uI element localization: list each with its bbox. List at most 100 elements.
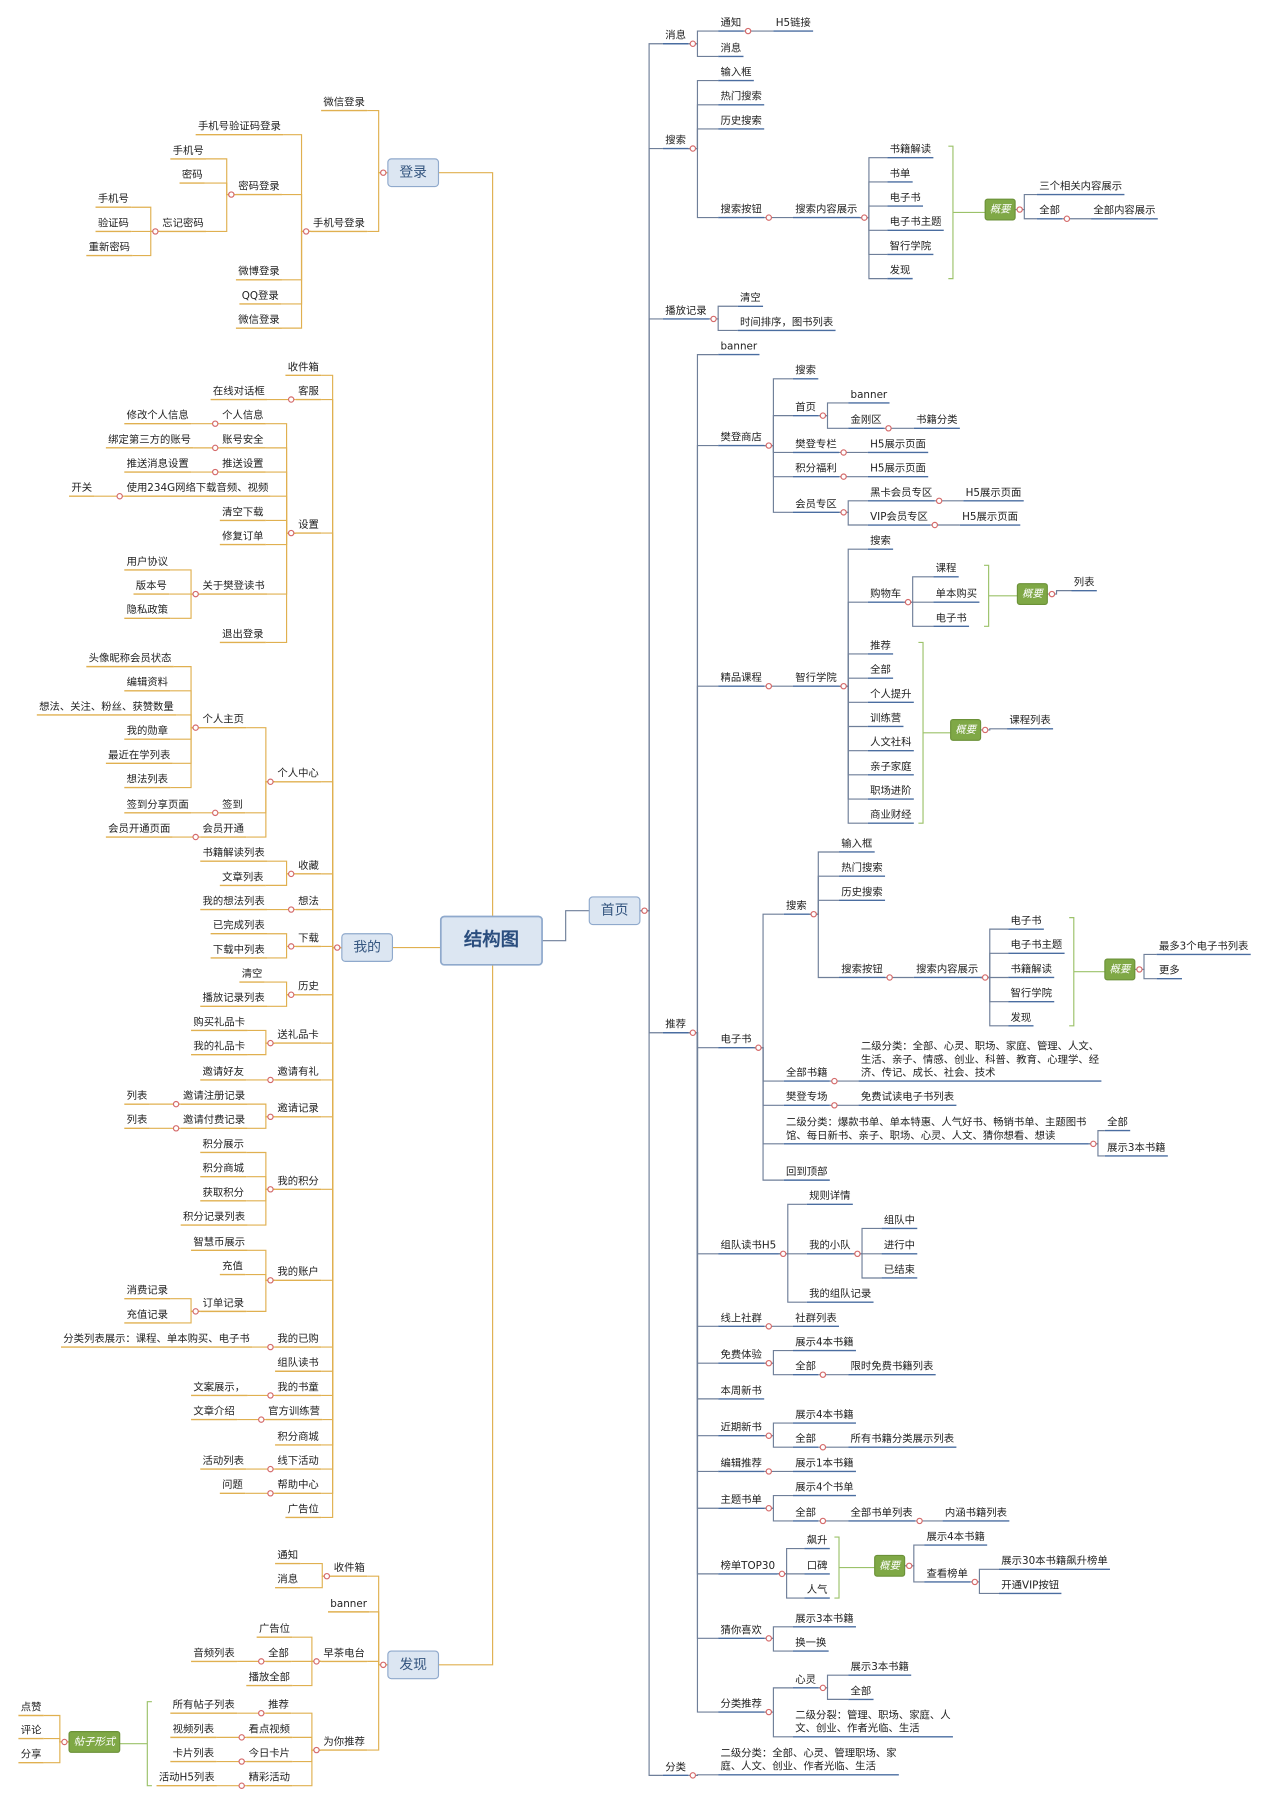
collapse-marker [287,870,295,878]
node-label: 更多 [1159,964,1180,977]
label-line: 训练营 [870,711,901,724]
connector [980,976,1009,1003]
label-line: 已完成列表 [213,919,265,932]
label-line: H5展示页面 [966,487,1022,499]
node-label: 内涵书籍列表 [945,1506,1008,1519]
label-line: 密码登录 [238,180,279,193]
label-line: 账号安全 [222,433,264,446]
connector [839,548,868,687]
node-label: 搜索按钮 [720,203,761,216]
node-label: 课程列表 [1009,714,1051,727]
label-line: 购物车 [870,587,901,600]
collapse-marker [840,449,847,456]
node-label: 书籍解读 [890,143,931,156]
collapse-marker [689,1772,697,1779]
connector [778,1253,807,1303]
connector [132,230,160,257]
label-line: 飙升 [807,1533,828,1546]
label-line: 樊登专场 [786,1090,827,1103]
node-label: 电子书 [720,1033,751,1046]
connector [321,946,342,1118]
summary-bracket [1069,917,1105,1027]
connector [283,134,311,232]
connector [904,1544,925,1567]
label-line: 充值记录 [127,1308,168,1321]
label-line: 手机号登录 [313,216,365,229]
node-label: 官方训练营 [268,1405,320,1418]
label-line: 搜索按钮 [841,962,882,975]
node-label: 推荐 [268,1698,289,1711]
label-line: 职场进阶 [870,784,912,797]
label-line: 清空 [242,967,263,980]
label-line: 展示3本书籍 [851,1660,909,1673]
label-line: 推荐 [665,1018,686,1031]
connector [321,946,342,1470]
label-line: 收件箱 [288,360,319,373]
label-line: QQ登录 [242,289,279,302]
node-label: 樊登专场 [786,1090,827,1103]
label-line: 全部 [1039,204,1060,217]
node-label: 推送设置 [222,457,263,470]
connector [245,781,276,814]
node-label: 清空 [242,967,263,980]
label-line: 微博登录 [238,265,279,278]
label-line: 播放记录 [665,304,706,317]
node-label: H5链接 [776,16,811,29]
label-line: 三个相关内容展示 [1039,180,1122,193]
label-line: 音频列表 [193,1646,235,1659]
label-line: 智行学院 [795,671,837,684]
label-line: 全部 [795,1360,816,1373]
connector [859,157,888,219]
node-label: 榜单TOP30 [720,1559,775,1572]
node-label: 输入框 [841,837,872,850]
node-label: 免费体验 [720,1348,762,1361]
label-line: 邀请记录 [277,1102,318,1115]
collapse-marker [258,1416,265,1423]
main-topic [387,158,440,188]
collapse-marker [885,425,892,432]
node-label: 商业财经 [870,808,911,821]
label-line: 智行学院 [1010,987,1052,1000]
node-label: 课程 [936,563,957,575]
collapse-marker [916,1517,923,1525]
label-line: 活动列表 [203,1454,245,1467]
node-label: 全部 [1107,1116,1128,1129]
node-label: 回到顶部 [786,1165,827,1178]
label-line: 开关 [71,481,92,494]
connector [764,444,793,478]
node-label: 下载中列表 [213,943,265,956]
node-label: 订单记录 [203,1297,244,1309]
label-line: 播放记录列表 [203,991,266,1004]
connector [688,1032,719,1639]
collapse-marker [689,1029,697,1036]
collapse-marker [931,521,939,529]
collapse-marker [840,473,847,480]
label-line: 展示4本书籍 [926,1530,984,1543]
node-label: 分类列表展示：课程、单本购买、电子书 [63,1332,249,1345]
label-line: 分类推荐 [720,1697,761,1710]
node-label: 会员专区 [795,497,836,510]
label-line: 我的小队 [809,1239,851,1252]
node-label: 清空下载 [222,505,263,518]
label-line: 积分商城 [203,1162,245,1175]
label-line: H5展示页面 [962,511,1018,523]
label-line: 退出登录 [222,627,263,640]
connector [265,532,296,644]
connector [321,532,342,949]
node-label: 使用234G网络下载音频、视频 [127,481,269,494]
node-label: 关于樊登读书 [203,579,265,592]
label-line: 客服 [298,384,319,397]
label-line: 全部 [268,1646,289,1659]
node-label: 二级分类：全部、心灵、管理职场、家庭、人文、创业、作者光临、生活 [720,1746,896,1772]
connector [265,423,296,534]
node-label: 搜索内容展示 [795,203,857,216]
collapse-marker [380,1661,387,1669]
label-line: 我的勋章 [127,724,168,737]
label-line: 我的礼品卡 [193,1040,245,1053]
node-label: 智行学院 [1010,987,1052,1000]
node-label: 心灵 [795,1674,816,1686]
label-line: 活动H5列表 [159,1771,215,1784]
node-label: 电子书主题 [890,215,942,228]
collapse-marker [192,1308,199,1315]
